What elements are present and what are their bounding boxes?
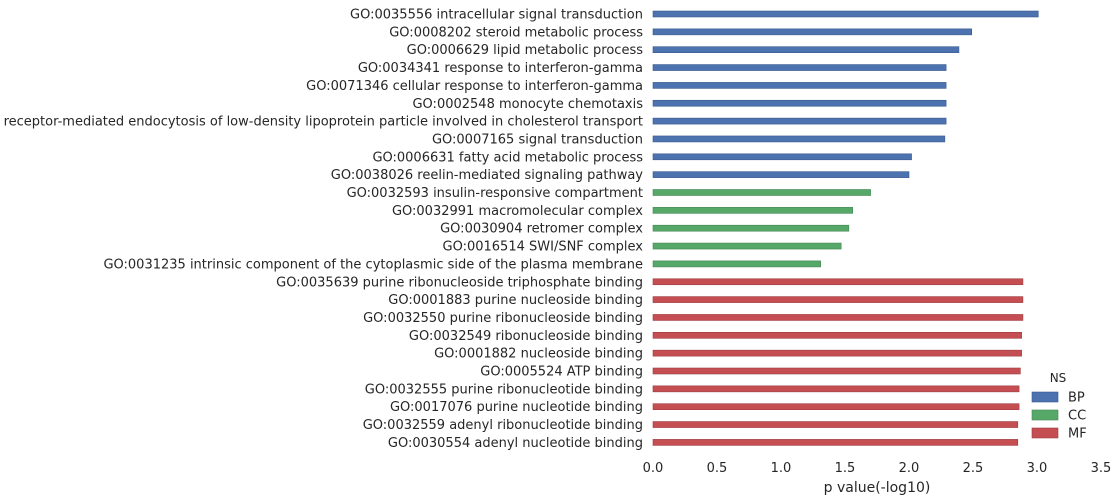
bar — [652, 421, 1019, 428]
category-label: GO:0032555 purine ribonucleotide binding — [365, 382, 643, 397]
x-tick-label: 1.0 — [771, 461, 792, 476]
category-label: GO:0031235 intrinsic component of the cy… — [103, 257, 643, 272]
bar — [652, 135, 946, 143]
bar — [652, 242, 842, 250]
category-label: GO:0032593 insulin-responsive compartmen… — [347, 186, 643, 201]
x-tick-label: 2.0 — [899, 461, 920, 476]
category-label: GO:0090118 receptor-mediated endocytosis… — [0, 115, 643, 130]
bar — [652, 117, 947, 125]
x-tick-label: 3.5 — [1091, 461, 1112, 476]
x-tick-label: 0.5 — [707, 461, 728, 476]
category-label: GO:0032991 macromolecular complex — [392, 204, 643, 219]
category-label: GO:0071346 cellular response to interfer… — [306, 79, 643, 94]
x-tick-label: 0.0 — [643, 461, 664, 476]
category-label: GO:0038026 reelin-mediated signaling pat… — [331, 168, 644, 183]
legend: NS BP CC MF — [1031, 371, 1087, 442]
bar — [652, 314, 1024, 321]
legend-label: CC — [1068, 409, 1086, 424]
bar — [652, 385, 1020, 393]
bar — [652, 349, 1022, 357]
category-label: GO:0032549 ribonucleoside binding — [409, 329, 643, 344]
category-labels: GO:0035556 intracellular signal transduc… — [0, 8, 643, 451]
category-label: GO:0005524 ATP binding — [480, 365, 643, 380]
category-label: GO:0001883 purine nucleoside binding — [388, 293, 643, 308]
bar — [652, 46, 960, 54]
category-label: GO:0017076 purine nucleotide binding — [390, 400, 643, 415]
bar — [652, 171, 910, 178]
x-axis-ticks: 0.0 0.5 1.0 1.5 2.0 2.5 3.0 3.5 — [643, 461, 1112, 476]
category-label: GO:0030554 adenyl nucleotide binding — [388, 436, 643, 451]
bar — [652, 260, 821, 268]
bar — [652, 207, 853, 214]
category-label: GO:0001882 nucleoside binding — [434, 347, 643, 362]
bars-group — [652, 10, 1039, 446]
bar — [652, 153, 912, 161]
legend-swatch — [1031, 409, 1059, 421]
bar — [652, 367, 1021, 375]
category-label: GO:0006631 fatty acid metabolic process — [372, 150, 643, 165]
legend-title: NS — [1050, 371, 1067, 385]
bar — [652, 99, 947, 107]
bar — [652, 28, 973, 36]
category-label: GO:0016514 SWI/SNF complex — [443, 240, 644, 255]
bar — [652, 189, 871, 196]
category-label: GO:0006629 lipid metabolic process — [407, 43, 644, 58]
bar — [652, 403, 1020, 411]
x-tick-label: 1.5 — [835, 461, 856, 476]
category-label: GO:0007165 signal transduction — [432, 132, 643, 147]
legend-swatch — [1031, 391, 1059, 403]
legend-swatch — [1031, 427, 1059, 439]
category-label: GO:0030904 retromer complex — [440, 222, 643, 237]
category-label: GO:0035639 purine ribonucleoside triphos… — [276, 275, 643, 290]
x-tick-label: 2.5 — [963, 461, 984, 476]
legend-label: MF — [1068, 427, 1087, 442]
x-axis-label: p value(-log10) — [824, 480, 931, 496]
category-label: GO:0032550 purine ribonucleoside binding — [363, 311, 643, 326]
bar — [652, 64, 947, 71]
bar — [652, 278, 1024, 286]
bar — [652, 224, 850, 232]
x-tick-label: 3.0 — [1027, 461, 1048, 476]
category-label: GO:0002548 monocyte chemotaxis — [412, 97, 643, 112]
bar — [652, 331, 1022, 339]
bar — [652, 10, 1039, 18]
bar — [652, 82, 947, 89]
bar — [652, 296, 1024, 303]
legend-label: BP — [1068, 391, 1085, 406]
category-label: GO:0008202 steroid metabolic process — [389, 25, 643, 40]
category-label: GO:0032559 adenyl ribonucleotide binding — [363, 418, 643, 433]
category-label: GO:0034341 response to interferon-gamma — [358, 61, 643, 76]
category-label: GO:0035556 intracellular signal transduc… — [350, 8, 643, 23]
bar — [652, 439, 1019, 446]
